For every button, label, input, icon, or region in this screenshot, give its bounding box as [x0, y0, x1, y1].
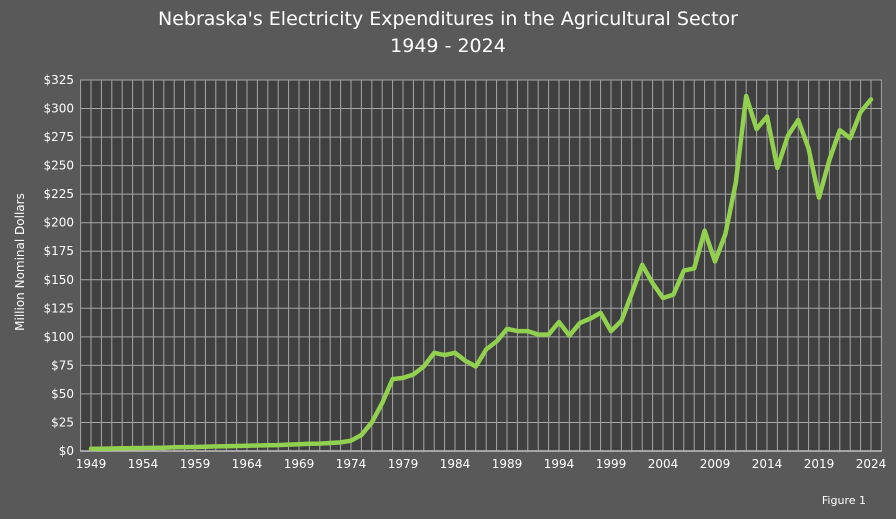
y-tick-label: $175 [43, 244, 74, 258]
x-tick-label: 1974 [336, 457, 367, 471]
y-tick-label: $225 [43, 187, 74, 201]
chart-title: Nebraska's Electricity Expenditures in t… [158, 8, 738, 30]
x-tick-label: 1989 [492, 457, 523, 471]
expenditure-series-line [88, 93, 874, 451]
x-tick-label: 2004 [648, 457, 679, 471]
x-tick-label: 1994 [544, 457, 575, 471]
x-tick-label: 2019 [804, 457, 835, 471]
x-tick-label: 2014 [752, 457, 783, 471]
figure-label: Figure 1 [821, 494, 866, 507]
y-tick-label: $300 [43, 102, 74, 116]
y-tick-label: $325 [43, 73, 74, 87]
x-tick-label: 1999 [596, 457, 627, 471]
y-tick-label: $100 [43, 330, 74, 344]
x-tick-label: 2024 [856, 457, 887, 471]
y-tick-label: $200 [43, 216, 74, 230]
y-tick-label: $50 [51, 387, 74, 401]
x-tick-label: 1959 [180, 457, 211, 471]
x-tick-label: 1949 [76, 457, 107, 471]
y-tick-label: $150 [43, 273, 74, 287]
plot-area [80, 80, 882, 451]
y-tick-label: $275 [43, 130, 74, 144]
x-tick-label: 1979 [388, 457, 419, 471]
x-tick-label: 1964 [232, 457, 263, 471]
chart-subtitle: 1949 - 2024 [390, 35, 506, 57]
x-tick-label: 1984 [440, 457, 471, 471]
x-tick-label: 1969 [284, 457, 315, 471]
y-tick-label: $25 [51, 415, 74, 429]
y-tick-label: $125 [43, 301, 74, 315]
x-tick-label: 1954 [128, 457, 159, 471]
y-tick-label: $250 [43, 159, 74, 173]
y-tick-label: $0 [59, 444, 74, 458]
x-tick-label: 2009 [700, 457, 731, 471]
y-tick-label: $75 [51, 358, 74, 372]
